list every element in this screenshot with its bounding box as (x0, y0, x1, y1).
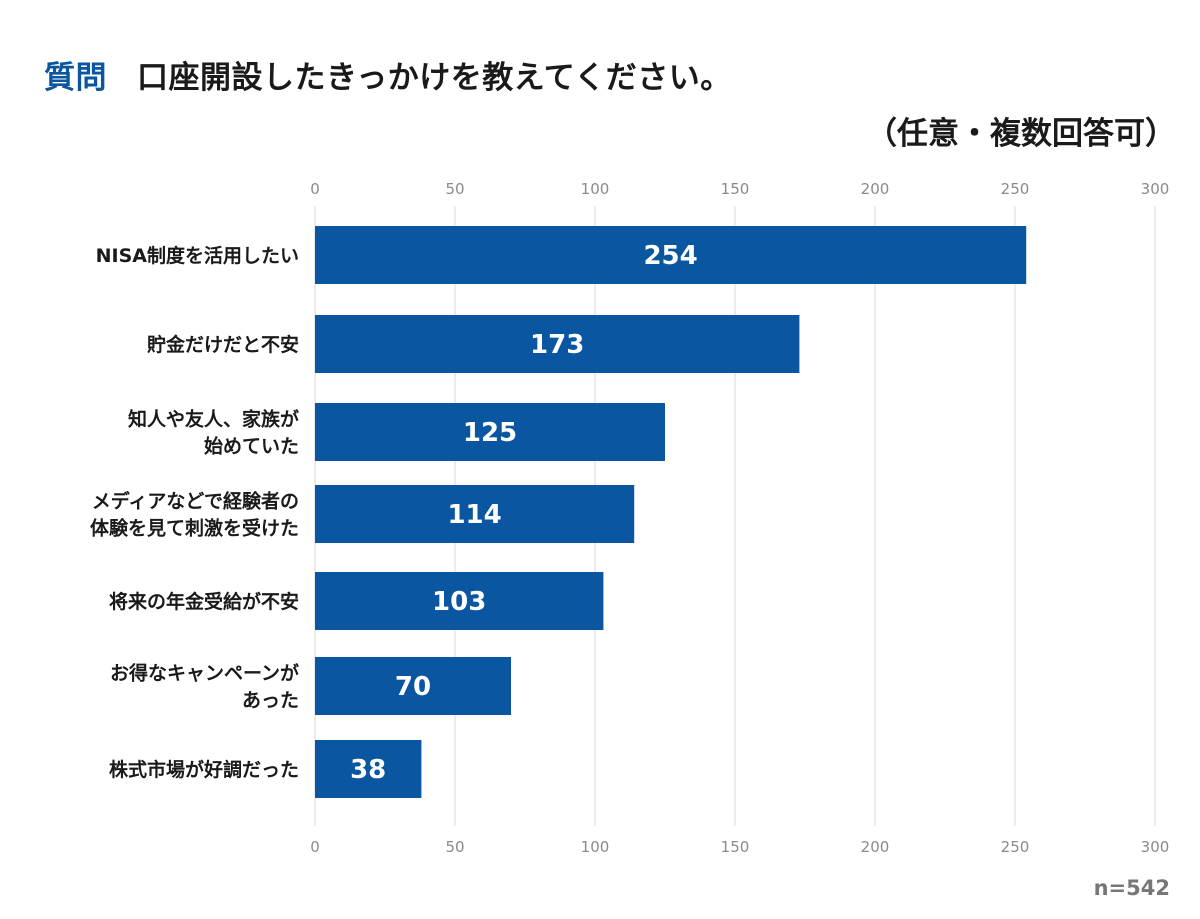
category-label: お得なキャンペーンが (110, 662, 299, 685)
data-label: 70 (395, 672, 431, 702)
category-label: 将来の年金受給が不安 (109, 590, 299, 613)
x-tick-label-top: 150 (721, 180, 750, 198)
data-label: 173 (530, 330, 584, 360)
x-tick-label-top: 250 (1001, 180, 1030, 198)
bar (315, 403, 665, 461)
category-label: メディアなどで経験者の (92, 490, 299, 513)
data-label: 125 (463, 418, 517, 448)
category-label: NISA制度を活用したい (96, 244, 299, 267)
x-tick-label-bottom: 150 (721, 838, 750, 856)
sample-size-note: n=542 (1093, 876, 1170, 900)
x-tick-label-top: 300 (1141, 180, 1170, 198)
category-label: 知人や友人、家族が (128, 408, 299, 431)
question-label: 質問 (44, 60, 107, 96)
x-tick-label-top: 0 (310, 180, 320, 198)
data-label: 254 (643, 241, 697, 271)
x-tick-label-bottom: 300 (1141, 838, 1170, 856)
x-tick-label-top: 50 (445, 180, 464, 198)
x-tick-label-bottom: 100 (581, 838, 610, 856)
bar (315, 226, 1027, 284)
data-label: 103 (432, 587, 486, 617)
category-label: 体験を見て刺激を受けた (90, 517, 299, 540)
subtitle: （任意・複数回答可） (866, 116, 1176, 152)
x-tick-label-bottom: 0 (310, 838, 320, 856)
category-label: 貯金だけだと不安 (147, 333, 299, 356)
x-tick-label-top: 100 (581, 180, 610, 198)
bar (315, 740, 422, 798)
x-tick-label-bottom: 250 (1001, 838, 1030, 856)
category-label: あった (242, 690, 299, 712)
data-label: 38 (350, 755, 386, 785)
bar (315, 572, 604, 630)
bar (315, 315, 800, 373)
question-text: 口座開設したきっかけを教えてください。 (137, 60, 732, 96)
bar (315, 657, 511, 715)
title-row: 質問 口座開設したきっかけを教えてください。 (44, 52, 732, 97)
category-label: 始めていた (204, 435, 299, 458)
bar (315, 485, 635, 543)
x-tick-label-bottom: 50 (445, 838, 464, 856)
category-label: 株式市場が好調だった (109, 758, 299, 781)
data-label: 114 (447, 500, 501, 530)
x-tick-label-top: 200 (861, 180, 890, 198)
x-tick-label-bottom: 200 (861, 838, 890, 856)
